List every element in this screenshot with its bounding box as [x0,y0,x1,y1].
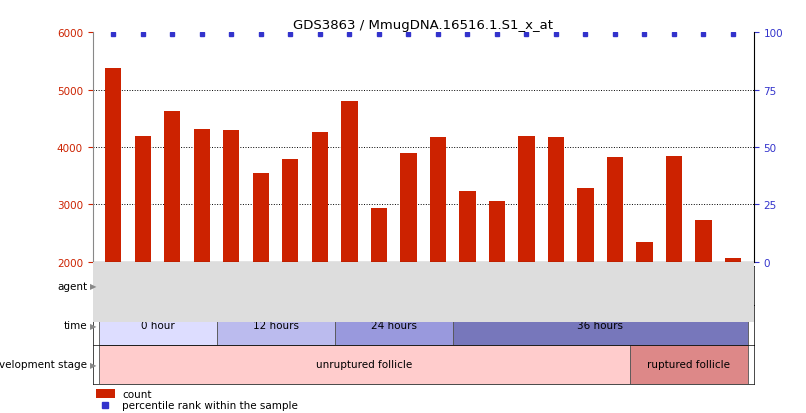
Text: ▶: ▶ [90,282,97,290]
Bar [98,266,217,306]
Bar [607,158,623,377]
Text: percentile rank within the sample: percentile rank within the sample [123,401,298,411]
Text: 36 hours: 36 hours [577,320,623,330]
Text: unruptured follicle: unruptured follicle [316,359,412,370]
Text: agent: agent [57,281,87,291]
Bar [548,138,564,377]
Text: untreated: untreated [132,281,183,291]
Bar [193,129,210,377]
Bar [453,306,748,345]
Bar [488,202,505,377]
Bar [223,131,239,377]
Bar [106,69,122,377]
Text: 0 hour: 0 hour [141,320,174,330]
Text: time: time [64,320,87,330]
Text: hCG: hCG [471,281,493,291]
Bar [96,389,114,398]
Bar [98,306,217,345]
Text: ruptured follicle: ruptured follicle [647,359,730,370]
Bar [164,112,181,377]
Bar [401,154,417,377]
Title: GDS3863 / MmugDNA.16516.1.S1_x_at: GDS3863 / MmugDNA.16516.1.S1_x_at [293,19,553,32]
Bar [696,221,712,377]
Bar [430,138,446,377]
Bar [518,136,534,377]
Bar [312,133,328,377]
Bar [135,136,151,377]
Bar [341,102,358,377]
Bar [725,258,741,377]
Bar [666,156,682,377]
Bar [217,306,334,345]
Bar [629,345,748,384]
Bar [459,192,476,377]
Bar [371,209,387,377]
Text: 24 hours: 24 hours [371,320,417,330]
Bar [98,345,629,384]
Bar [334,306,453,345]
Text: ▶: ▶ [90,321,97,330]
Text: count: count [123,389,152,399]
Bar [217,266,748,306]
Text: ▶: ▶ [90,360,97,369]
Bar [253,174,269,377]
Bar [282,160,298,377]
Bar [636,243,653,377]
Text: development stage: development stage [0,359,87,370]
Text: 12 hours: 12 hours [252,320,299,330]
Bar [577,188,593,377]
